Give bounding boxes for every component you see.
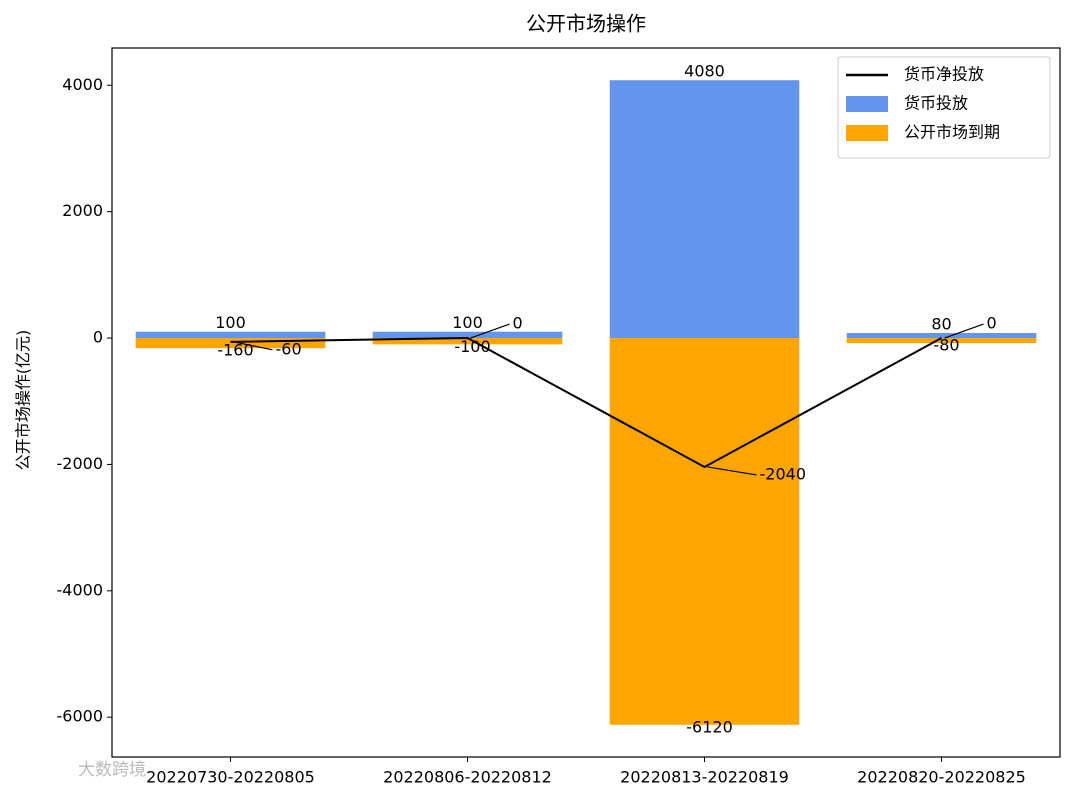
x-tick-label: 20220813-20220819 — [620, 768, 789, 787]
annotation-arrow — [944, 323, 984, 339]
annotation-arrow — [470, 323, 510, 339]
line-value-label: -2040 — [760, 464, 807, 483]
y-tick-label: -4000 — [57, 580, 104, 599]
bar-value-label: -100 — [454, 337, 490, 356]
plot-frame — [111, 47, 1061, 758]
bar — [372, 331, 563, 339]
bar — [372, 338, 563, 345]
line-value-label: 0 — [513, 314, 523, 333]
bar-value-label: -80 — [933, 336, 959, 355]
legend-label: 货币净投放 — [904, 65, 984, 84]
y-tick-label: 0 — [93, 328, 103, 347]
x-tick-label: 20220806-20220812 — [383, 768, 552, 787]
chart-title: 公开市场操作 — [526, 12, 646, 36]
bar — [609, 80, 800, 339]
bar-value-label: 100 — [452, 313, 483, 332]
line-value-label: -60 — [276, 339, 302, 358]
legend-swatch — [846, 96, 888, 112]
legend-box — [837, 56, 1051, 159]
line — [230, 337, 942, 469]
bar-value-label: 80 — [931, 314, 951, 333]
y-axis-label: 公开市场操作(亿元) — [14, 330, 33, 471]
line-value-label: 0 — [987, 314, 997, 333]
x-tick-label: 20220820-20220825 — [857, 768, 1026, 787]
annotation-arrow — [707, 466, 757, 476]
x-tick-label: 20220730-20220805 — [146, 768, 315, 787]
legend-label: 货币投放 — [904, 94, 968, 113]
bar — [846, 338, 1037, 344]
bar — [135, 331, 326, 339]
bar — [135, 338, 326, 349]
bar — [609, 338, 800, 725]
legend-swatch — [846, 125, 888, 141]
watermark: 大数跨境 — [78, 760, 146, 780]
y-tick-label: 4000 — [62, 75, 103, 94]
bar-value-label: -160 — [217, 341, 253, 360]
bar — [846, 332, 1037, 339]
y-tick-label: -6000 — [57, 707, 104, 726]
y-tick-label: -2000 — [57, 454, 104, 473]
annotation-arrow — [233, 341, 273, 351]
legend-label: 公开市场到期 — [904, 123, 1000, 142]
bar-value-label: -6120 — [686, 717, 733, 736]
bar-value-label: 100 — [215, 313, 246, 332]
y-tick-label: 2000 — [62, 201, 103, 220]
bar-value-label: 4080 — [684, 62, 725, 81]
